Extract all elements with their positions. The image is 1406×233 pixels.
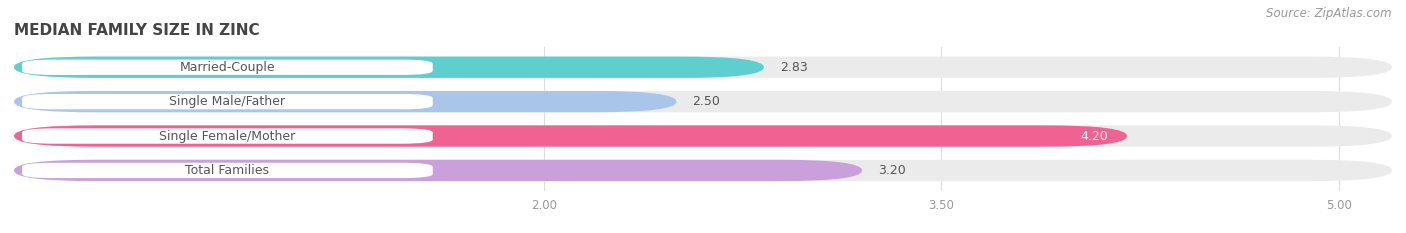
- Text: Married-Couple: Married-Couple: [180, 61, 276, 74]
- Text: Single Male/Father: Single Male/Father: [169, 95, 285, 108]
- FancyBboxPatch shape: [14, 91, 1392, 112]
- Text: Source: ZipAtlas.com: Source: ZipAtlas.com: [1267, 7, 1392, 20]
- FancyBboxPatch shape: [14, 57, 763, 78]
- Text: MEDIAN FAMILY SIZE IN ZINC: MEDIAN FAMILY SIZE IN ZINC: [14, 24, 260, 38]
- FancyBboxPatch shape: [14, 160, 862, 181]
- FancyBboxPatch shape: [22, 128, 433, 144]
- FancyBboxPatch shape: [14, 91, 676, 112]
- FancyBboxPatch shape: [22, 60, 433, 75]
- FancyBboxPatch shape: [22, 163, 433, 178]
- Text: Single Female/Mother: Single Female/Mother: [159, 130, 295, 143]
- Text: 2.50: 2.50: [692, 95, 720, 108]
- FancyBboxPatch shape: [14, 57, 1392, 78]
- Text: Total Families: Total Families: [186, 164, 270, 177]
- FancyBboxPatch shape: [14, 160, 1392, 181]
- Text: 2.83: 2.83: [780, 61, 807, 74]
- Text: 3.20: 3.20: [877, 164, 905, 177]
- Text: 4.20: 4.20: [1081, 130, 1108, 143]
- FancyBboxPatch shape: [22, 94, 433, 109]
- FancyBboxPatch shape: [14, 125, 1392, 147]
- FancyBboxPatch shape: [14, 125, 1128, 147]
